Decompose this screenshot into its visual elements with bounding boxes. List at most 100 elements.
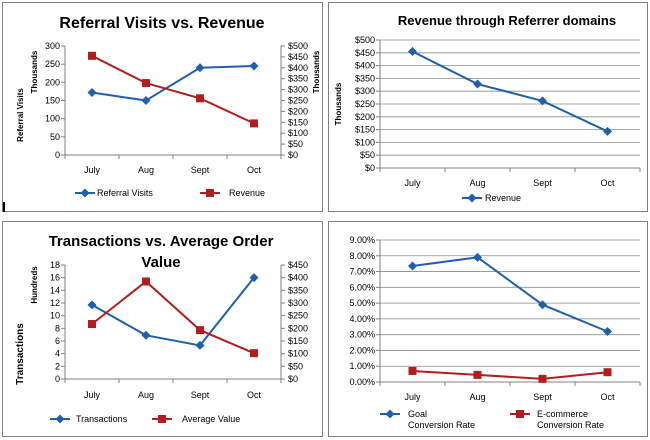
legend-marker <box>80 188 90 198</box>
y-axis-unit: Hundreds <box>30 266 39 304</box>
y-tick-label: 1.00% <box>349 361 375 371</box>
data-point <box>195 63 205 73</box>
data-point <box>473 79 482 89</box>
y-tick-label: 7.00% <box>349 267 375 277</box>
data-point <box>195 340 205 350</box>
data-point <box>88 320 96 329</box>
y-tick-label: $500 <box>355 35 375 45</box>
y-axis-title: Referral Visits <box>16 88 25 142</box>
legend-marker <box>206 189 214 197</box>
y-tick-label: $300 <box>355 86 375 96</box>
edge-mark <box>3 202 5 212</box>
y-tick-label: 300 <box>45 41 60 51</box>
chart-title: Value <box>141 254 180 271</box>
y-tick-label: 6 <box>55 336 60 346</box>
y2-tick-label: $150 <box>288 336 308 346</box>
data-point <box>87 88 97 98</box>
data-point <box>141 96 151 105</box>
y-tick-label: 8.00% <box>349 251 375 261</box>
y2-tick-label: $450 <box>288 260 308 270</box>
y-tick-label: 5.00% <box>349 298 375 308</box>
legend-marker <box>55 414 65 424</box>
y-tick-label: 14 <box>50 285 60 295</box>
y-tick-label: $450 <box>355 48 375 58</box>
legend-marker <box>467 193 477 203</box>
chart-panel-revenue-referrer <box>328 2 648 212</box>
x-category-label: Sept <box>533 178 552 188</box>
data-point <box>142 79 150 88</box>
chart-title: Transactions vs. Average Order <box>49 233 274 250</box>
chart-panel-conversion-rates <box>328 221 648 437</box>
x-category-label: July <box>404 178 421 188</box>
x-category-label: Aug <box>469 392 485 402</box>
legend-label: Goal <box>408 409 427 419</box>
legend-label: E-commerce <box>537 409 588 419</box>
chart-3: 0 2 4 6 8 10 12 14 16 18 $0 $50 $100 $150 $200 $250 $300… <box>15 233 308 424</box>
y-tick-label: $350 <box>355 73 375 83</box>
legend-label: Transactions <box>76 414 128 424</box>
data-point <box>88 51 96 60</box>
y2-tick-label: $350 <box>288 285 308 295</box>
y-tick-label: 50 <box>50 132 60 142</box>
x-category-label: Oct <box>247 165 262 175</box>
legend-marker <box>158 415 166 423</box>
x-category-label: Sept <box>191 165 210 175</box>
y-tick-label: 3.00% <box>349 330 375 340</box>
y-tick-label: 6.00% <box>349 282 375 292</box>
x-category-label: July <box>404 392 421 402</box>
y-tick-label: 4 <box>55 349 60 359</box>
x-category-label: Aug <box>138 390 154 400</box>
legend-label: Conversion Rate <box>537 420 604 430</box>
legend-label: Revenue <box>229 188 265 198</box>
series-line <box>91 54 255 125</box>
y-axis-unit: Thousands <box>30 50 39 93</box>
y-tick-label: 0 <box>55 150 60 160</box>
legend-label: Revenue <box>485 193 521 203</box>
legend-label: Average Value <box>182 414 240 424</box>
y2-axis-unit: Thousands <box>312 50 321 93</box>
y2-tick-label: $300 <box>288 298 308 308</box>
y2-tick-label: $350 <box>288 74 308 84</box>
legend-label: Referral Visits <box>97 188 153 198</box>
y-tick-label: $400 <box>355 61 375 71</box>
x-category-label: Aug <box>138 165 154 175</box>
y-tick-label: $150 <box>355 125 375 135</box>
y2-tick-label: $250 <box>288 311 308 321</box>
data-point <box>196 94 204 103</box>
data-point <box>603 368 612 377</box>
chart-title: Referral Visits vs. Revenue <box>59 15 264 32</box>
chart-panel-referral-visits-revenue <box>2 2 323 212</box>
data-point <box>603 126 612 136</box>
y-tick-label: 250 <box>45 59 60 69</box>
y-tick-label: 100 <box>45 114 60 124</box>
y2-tick-label: $100 <box>288 349 308 359</box>
data-point <box>538 374 547 383</box>
y-tick-label: 8 <box>55 323 60 333</box>
series-line <box>91 64 255 102</box>
x-category-label: Oct <box>247 390 262 400</box>
x-category-label: July <box>84 390 101 400</box>
chart-title: Revenue through Referrer domains <box>398 13 616 28</box>
y-tick-label: 12 <box>50 298 60 308</box>
data-point <box>408 261 417 271</box>
y-tick-label: 9.00% <box>349 235 375 245</box>
data-point <box>473 370 482 379</box>
y2-tick-label: $150 <box>288 117 308 127</box>
data-point <box>473 252 482 262</box>
x-category-label: Sept <box>191 390 210 400</box>
y-tick-label: $100 <box>355 137 375 147</box>
x-category-label: Oct <box>600 392 615 402</box>
y2-tick-label: $400 <box>288 63 308 73</box>
x-category-label: Sept <box>533 392 552 402</box>
data-point <box>538 96 547 106</box>
data-point <box>408 47 417 57</box>
y2-tick-label: $100 <box>288 128 308 138</box>
x-category-label: Aug <box>469 178 485 188</box>
y2-tick-label: $500 <box>288 41 308 51</box>
y2-tick-label: $50 <box>288 361 303 371</box>
y2-tick-label: $0 <box>288 150 298 160</box>
legend-label: Conversion Rate <box>408 420 475 430</box>
data-point <box>408 366 417 375</box>
data-point <box>87 300 97 310</box>
